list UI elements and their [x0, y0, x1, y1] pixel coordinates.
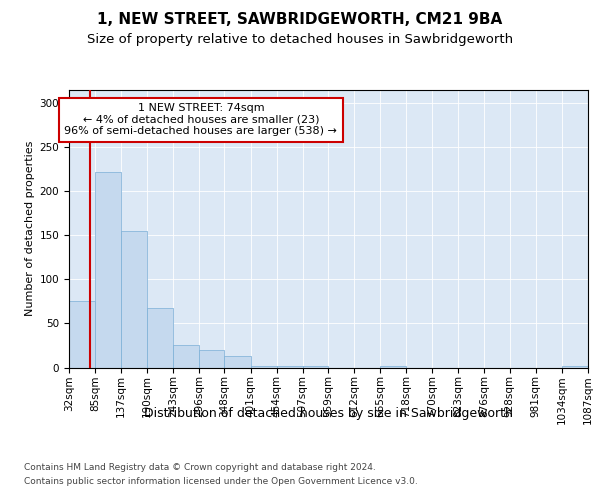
Bar [147, 308, 173, 368]
Text: 1, NEW STREET, SAWBRIDGEWORTH, CM21 9BA: 1, NEW STREET, SAWBRIDGEWORTH, CM21 9BA [97, 12, 503, 28]
Text: Distribution of detached houses by size in Sawbridgeworth: Distribution of detached houses by size … [145, 408, 513, 420]
Bar [69, 302, 95, 368]
Bar [380, 366, 406, 368]
Bar [277, 366, 302, 368]
Text: Contains HM Land Registry data © Crown copyright and database right 2024.: Contains HM Land Registry data © Crown c… [24, 462, 376, 471]
Bar [224, 356, 251, 368]
Text: 1 NEW STREET: 74sqm
← 4% of detached houses are smaller (23)
96% of semi-detache: 1 NEW STREET: 74sqm ← 4% of detached hou… [64, 103, 337, 136]
Bar [173, 346, 199, 368]
Text: Size of property relative to detached houses in Sawbridgeworth: Size of property relative to detached ho… [87, 32, 513, 46]
Bar [562, 366, 588, 368]
Y-axis label: Number of detached properties: Number of detached properties [25, 141, 35, 316]
Bar [199, 350, 224, 368]
Bar [302, 366, 328, 368]
Text: Contains public sector information licensed under the Open Government Licence v3: Contains public sector information licen… [24, 478, 418, 486]
Bar [121, 231, 147, 368]
Bar [95, 172, 121, 368]
Bar [251, 366, 277, 368]
